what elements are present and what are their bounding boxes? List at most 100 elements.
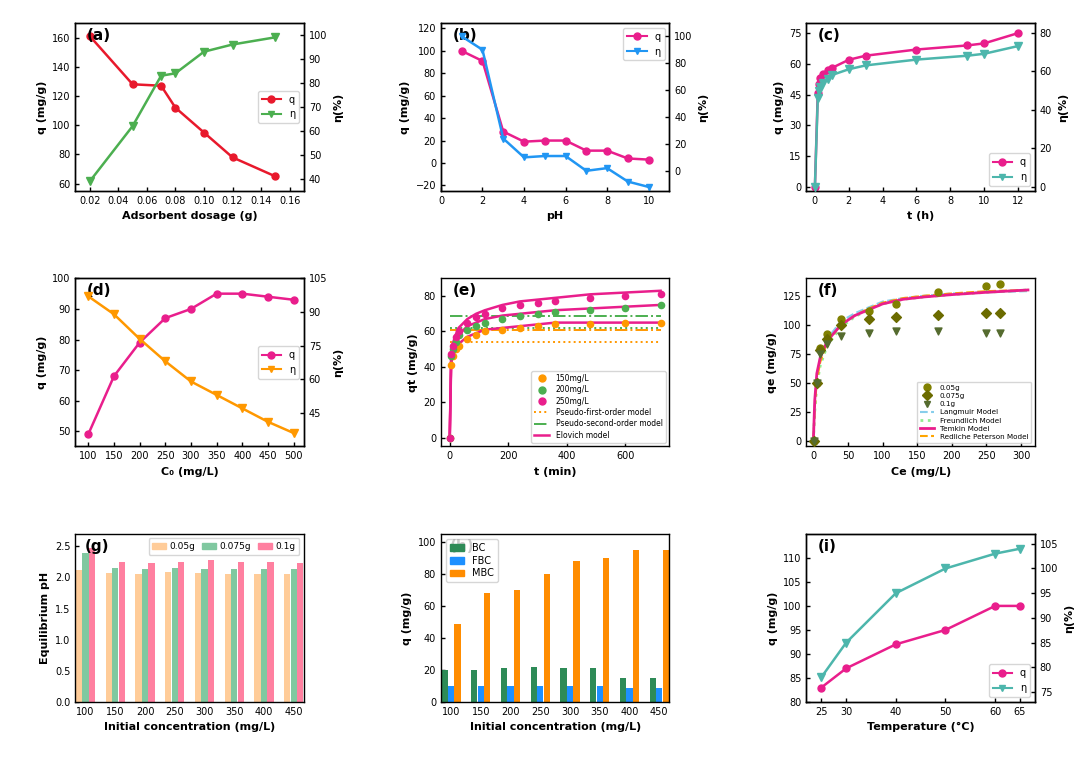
- Point: [652, 299, 669, 311]
- Y-axis label: q (mg/g): q (mg/g): [402, 591, 412, 645]
- Point: [494, 324, 511, 336]
- Point: [511, 322, 528, 334]
- Bar: [543, 574, 550, 702]
- Bar: [261, 568, 267, 702]
- Point: [447, 336, 465, 348]
- Point: [812, 348, 829, 360]
- Point: [888, 324, 906, 336]
- Bar: [171, 568, 178, 702]
- Point: [547, 318, 564, 330]
- Bar: [537, 686, 543, 702]
- Text: (c): (c): [818, 28, 841, 43]
- Bar: [224, 574, 231, 702]
- Bar: [650, 678, 655, 702]
- Bar: [455, 623, 460, 702]
- Point: [476, 307, 494, 320]
- Bar: [441, 670, 447, 702]
- X-axis label: Adsorbent dosage (g): Adsorbent dosage (g): [122, 211, 258, 221]
- Bar: [106, 573, 112, 702]
- Text: (f): (f): [818, 283, 839, 298]
- X-axis label: t (h): t (h): [907, 211, 935, 221]
- Point: [447, 330, 465, 343]
- Point: [458, 333, 475, 345]
- Point: [447, 343, 465, 356]
- Bar: [136, 574, 141, 702]
- X-axis label: Initial concentration (mg/L): Initial concentration (mg/L): [105, 723, 275, 732]
- Text: (i): (i): [818, 539, 837, 554]
- Point: [832, 313, 849, 325]
- Legend: q, η: q, η: [258, 91, 299, 124]
- Point: [978, 327, 995, 339]
- Point: [812, 342, 829, 354]
- Point: [458, 324, 475, 336]
- Point: [992, 327, 1009, 339]
- Point: [617, 302, 634, 314]
- Legend: q, η: q, η: [258, 346, 299, 378]
- Bar: [508, 686, 514, 702]
- Bar: [285, 574, 290, 702]
- Point: [888, 311, 906, 323]
- Point: [617, 317, 634, 329]
- Text: (e): (e): [453, 283, 476, 298]
- Y-axis label: η(%): η(%): [333, 348, 343, 377]
- Text: (d): (d): [87, 283, 111, 298]
- Bar: [501, 668, 507, 702]
- Y-axis label: q (mg/g): q (mg/g): [37, 336, 46, 389]
- Point: [832, 330, 849, 343]
- Bar: [514, 590, 521, 702]
- Point: [929, 309, 946, 321]
- Text: (h): (h): [451, 539, 474, 554]
- Point: [818, 328, 835, 340]
- Bar: [561, 668, 567, 702]
- Point: [929, 286, 946, 298]
- Bar: [238, 562, 244, 702]
- Point: [978, 307, 995, 319]
- Bar: [573, 561, 580, 702]
- Bar: [195, 573, 202, 702]
- Bar: [484, 593, 490, 702]
- Point: [443, 349, 460, 361]
- Point: [860, 327, 877, 339]
- Point: [652, 317, 669, 329]
- Point: [494, 313, 511, 325]
- Y-axis label: q (mg/g): q (mg/g): [774, 80, 784, 134]
- Bar: [202, 569, 208, 702]
- Point: [468, 311, 485, 324]
- Point: [805, 435, 823, 447]
- Bar: [620, 678, 626, 702]
- Y-axis label: q (mg/g): q (mg/g): [400, 80, 410, 134]
- Y-axis label: η(%): η(%): [699, 92, 708, 121]
- Point: [888, 298, 906, 310]
- Text: (a): (a): [87, 28, 111, 43]
- X-axis label: C₀ (mg/L): C₀ (mg/L): [161, 467, 219, 477]
- X-axis label: Initial concentration (mg/L): Initial concentration (mg/L): [470, 723, 640, 732]
- Point: [443, 359, 460, 371]
- Bar: [448, 686, 454, 702]
- Point: [582, 291, 599, 304]
- Point: [441, 432, 458, 444]
- Bar: [149, 563, 155, 702]
- Point: [511, 299, 528, 311]
- Point: [494, 302, 511, 314]
- Bar: [471, 670, 478, 702]
- Bar: [567, 686, 573, 702]
- Bar: [165, 572, 171, 702]
- Bar: [112, 568, 119, 702]
- Bar: [298, 563, 303, 702]
- Bar: [208, 560, 215, 702]
- Legend: q, η: q, η: [989, 153, 1029, 186]
- Y-axis label: qe (mg/g): qe (mg/g): [768, 332, 777, 393]
- Bar: [89, 548, 95, 702]
- Point: [860, 304, 877, 317]
- Point: [652, 288, 669, 301]
- Point: [805, 435, 823, 447]
- Bar: [142, 568, 148, 702]
- Point: [582, 304, 599, 317]
- Point: [808, 377, 826, 389]
- Bar: [590, 668, 596, 702]
- Bar: [530, 667, 537, 702]
- Point: [992, 307, 1009, 319]
- Point: [468, 329, 485, 341]
- Point: [443, 350, 460, 362]
- X-axis label: pH: pH: [547, 211, 564, 221]
